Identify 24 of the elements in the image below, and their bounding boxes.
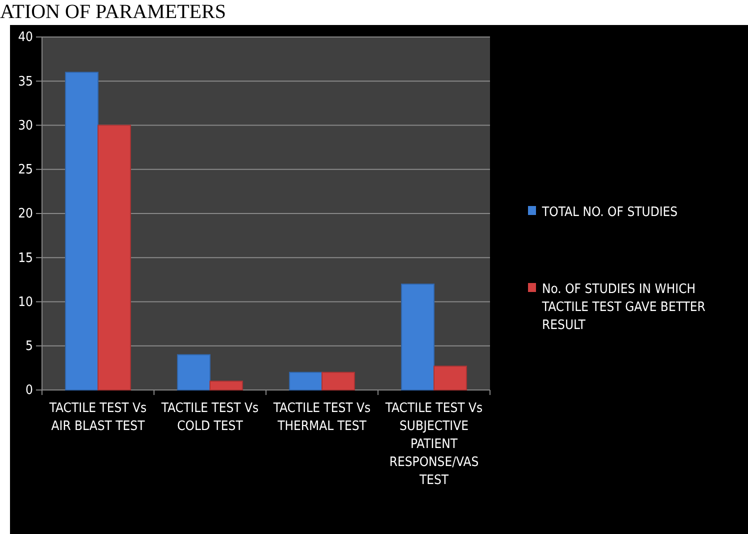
y-tick-label: 30 [18, 118, 33, 134]
legend-label: No. OF STUDIES IN WHICH TACTILE TEST GAVE BETTER RESULT [541, 282, 706, 333]
y-tick-label: 40 [18, 30, 33, 46]
bar [177, 354, 210, 390]
chart-title: ATION OF PARAMETERS [0, 1, 226, 23]
x-tick-label: TACTILE TEST Vs THERMAL TEST [272, 401, 371, 434]
x-tick-label: TACTILE TEST Vs SUBJECTIVE PATIENT RESPONSE/VAS TEST [384, 401, 483, 488]
bar [98, 124, 131, 390]
bar [289, 372, 322, 390]
y-tick-label: 0 [26, 383, 33, 398]
x-tick-label: TACTILE TEST Vs AIR BLAST TEST [48, 401, 147, 434]
legend-label: TOTAL NO. OF STUDIES [541, 205, 678, 220]
bar [322, 372, 355, 390]
y-tick-label: 25 [18, 162, 33, 178]
y-tick-label: 20 [18, 206, 33, 222]
bar [65, 72, 98, 390]
bar [434, 366, 467, 390]
y-tick-label: 35 [18, 74, 33, 90]
bar [210, 380, 243, 390]
y-tick-label: 5 [26, 339, 33, 354]
y-tick-label: 15 [18, 250, 33, 266]
x-tick-label: TACTILE TEST Vs COLD TEST [160, 401, 259, 434]
y-tick-label: 10 [18, 294, 33, 310]
bar [401, 284, 434, 390]
